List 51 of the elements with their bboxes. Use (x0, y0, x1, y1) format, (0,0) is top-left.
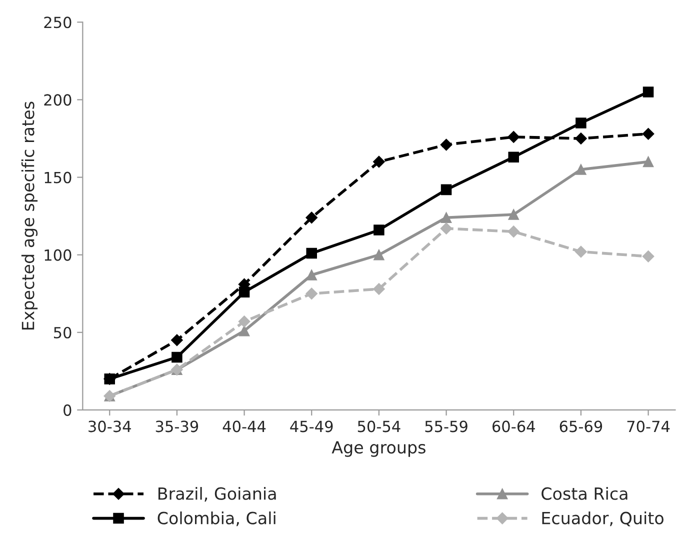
point (440, 222, 452, 234)
legend-label: Ecuador, Quito (542, 511, 664, 526)
point (373, 156, 385, 168)
x-tick-label: 30-34 (88, 420, 131, 432)
legend-label: Colombia, Cali (158, 511, 276, 526)
x-tick-label: 70-74 (627, 420, 670, 432)
point (642, 250, 654, 262)
point (440, 138, 452, 151)
y-tick-label: 150 (44, 172, 72, 184)
point (575, 132, 587, 144)
point (306, 248, 317, 259)
legend-label: Brazil, Goiania (158, 487, 276, 502)
y-tick-label: 100 (44, 249, 72, 261)
x-tick-label: 60-64 (492, 420, 535, 432)
y-tick-label: 250 (44, 16, 72, 28)
point (642, 156, 654, 168)
point (238, 325, 250, 336)
point (306, 270, 317, 280)
legend-label: Costa Rica (542, 487, 628, 500)
x-axis-title: Age groups (332, 441, 426, 457)
point (440, 212, 452, 223)
point (508, 152, 519, 162)
y-tick-label: 200 (44, 94, 72, 106)
x-tick-label: 65-69 (560, 420, 602, 432)
y-tick-label: 0 (64, 404, 72, 416)
point (576, 164, 586, 175)
point (306, 212, 318, 224)
point (508, 131, 520, 143)
point (508, 226, 520, 238)
point (171, 334, 183, 346)
point (575, 246, 587, 258)
y-tick-label: 50 (54, 326, 72, 338)
x-tick-label: 40-44 (222, 420, 266, 432)
x-tick-label: 55-59 (425, 420, 468, 432)
point (238, 316, 250, 328)
point (576, 118, 586, 128)
point (374, 249, 384, 260)
x-tick-label: 50-54 (358, 420, 400, 432)
point (642, 86, 654, 98)
point (508, 209, 519, 220)
point (306, 288, 318, 300)
point (374, 224, 384, 236)
point (642, 128, 654, 140)
point (373, 283, 385, 295)
point (172, 352, 182, 363)
y-axis-title: Expected age specific rates (21, 102, 38, 330)
point (440, 184, 452, 196)
point (238, 286, 250, 298)
x-tick-label: 35-39 (156, 420, 198, 432)
x-tick-label: 45-49 (290, 420, 333, 432)
point (104, 374, 115, 384)
